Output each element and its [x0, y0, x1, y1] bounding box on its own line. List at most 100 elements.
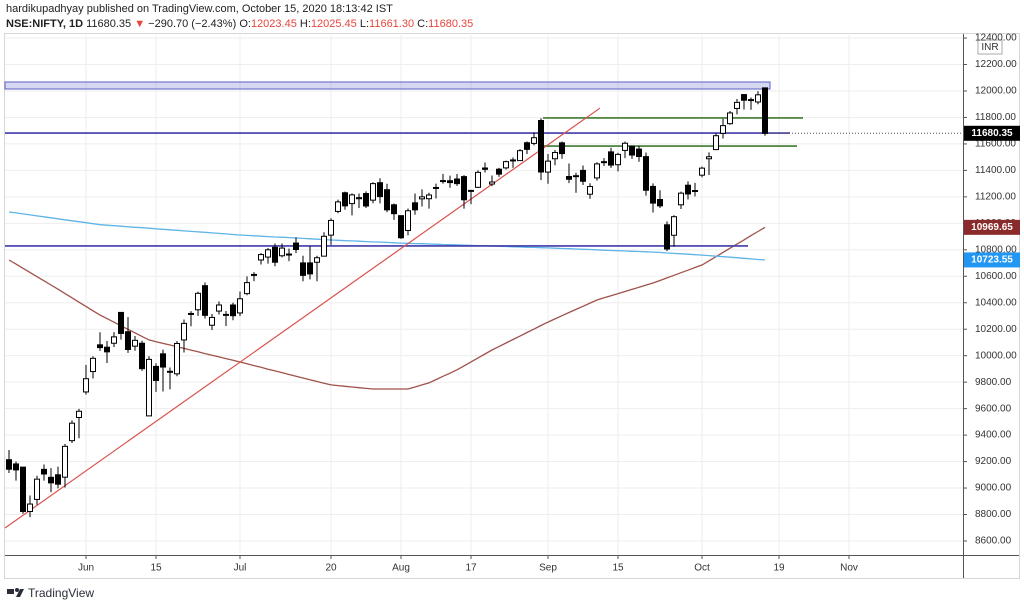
- candle-body: [279, 247, 285, 257]
- candle-body: [559, 142, 565, 155]
- l-value: 11661.30: [369, 18, 414, 30]
- candle-body: [139, 342, 145, 370]
- ma-tag-box: [964, 252, 1020, 268]
- change: −290.70 (−2.43%): [148, 18, 236, 30]
- x-tick-label: 15: [150, 563, 162, 574]
- candle-body: [377, 182, 383, 198]
- candle-body: [461, 176, 467, 201]
- candle-body: [41, 468, 47, 475]
- candle-body: [720, 125, 726, 134]
- candle-body: [426, 194, 432, 200]
- y-tick-label: 8600.00: [975, 536, 1012, 547]
- candle-body: [503, 161, 509, 169]
- y-tick-label: 11800.00: [975, 112, 1016, 123]
- candle-body: [6, 459, 12, 470]
- y-tick-label: 12400.00: [975, 33, 1017, 44]
- y-tick-label: 10600.00: [975, 271, 1017, 282]
- y-tick-label: 10800.00: [975, 244, 1017, 255]
- candle-body: [27, 503, 33, 512]
- publish-line: hardikupadhyay published on TradingView.…: [6, 3, 393, 15]
- candle-body: [370, 183, 376, 201]
- symbol: NSE:NIFTY, 1D: [6, 18, 83, 30]
- y-tick-label: 8800.00: [975, 509, 1012, 520]
- y-tick-label: 9000.00: [975, 483, 1012, 494]
- candle-body: [650, 185, 656, 204]
- c-value: 11680.35: [428, 18, 473, 30]
- candle-body: [636, 148, 642, 157]
- y-tick-label: 9200.00: [975, 456, 1012, 467]
- x-tick-label: Jul: [234, 563, 247, 574]
- y-tick-label: 12000.00: [975, 86, 1017, 97]
- axis-layer: 8600.00 8800.00 9000.00 9200.00 9400.00 9600.…: [78, 33, 1020, 574]
- candle-body: [545, 160, 551, 173]
- candle-body: [468, 189, 474, 192]
- candle-body: [237, 298, 243, 314]
- candle-body: [321, 235, 327, 257]
- ma-tag: 10969.65: [971, 222, 1013, 233]
- x-tick-label: Oct: [694, 563, 710, 574]
- y-tick-label: 10000.00: [975, 350, 1017, 361]
- currency: INR: [981, 42, 998, 53]
- candle-body: [657, 199, 663, 207]
- candle-body: [384, 189, 390, 211]
- y-tick-label: 11200.00: [975, 192, 1016, 203]
- o-value: 12023.45: [251, 18, 297, 30]
- candle-body: [76, 410, 82, 418]
- candle-body: [181, 322, 187, 341]
- candle-body: [55, 474, 61, 485]
- candle-body: [251, 273, 257, 276]
- logo-part: [15, 588, 19, 592]
- y-tick-label: 11400.00: [975, 165, 1016, 176]
- x-tick-label: 20: [325, 563, 337, 574]
- ma-layer: [8, 211, 766, 390]
- candle-body: [734, 101, 740, 109]
- trendline: [4, 107, 601, 529]
- candle-body: [342, 192, 348, 207]
- candle-body: [293, 242, 299, 251]
- candle-body: [587, 186, 593, 195]
- y-tick-label: 10200.00: [975, 324, 1017, 335]
- x-tick-label: Nov: [840, 563, 858, 574]
- candle-body: [272, 246, 278, 263]
- candle-body: [153, 365, 159, 381]
- candle-body: [517, 150, 523, 162]
- candle-body: [608, 151, 614, 166]
- y-tick-label: 12200.00: [975, 59, 1017, 70]
- moving-average: [8, 226, 766, 390]
- candle-body: [118, 311, 124, 334]
- candle-body: [552, 152, 558, 160]
- candle-body: [475, 171, 481, 188]
- ma-tag-box: [964, 219, 1020, 235]
- candle-body: [34, 478, 40, 500]
- candle-body: [216, 304, 222, 312]
- zone-layer: [4, 81, 771, 90]
- candle-body: [356, 197, 362, 200]
- candle-body: [13, 463, 19, 471]
- l-label: L:: [360, 18, 369, 30]
- candle-body: [566, 175, 572, 180]
- candle-body: [531, 137, 537, 144]
- candle-body: [195, 292, 201, 311]
- candle-body: [412, 202, 418, 211]
- candle-body: [62, 445, 68, 478]
- candle-body: [391, 204, 397, 215]
- h-value: 12025.45: [311, 18, 357, 30]
- candle-body: [615, 153, 621, 166]
- resistance-zone: [4, 81, 771, 90]
- x-tick-label: Aug: [392, 563, 410, 574]
- candle-body: [762, 87, 768, 134]
- x-tick-label: 17: [465, 563, 477, 574]
- candle-body: [664, 224, 670, 250]
- candle-body: [209, 316, 215, 326]
- y-tick-label: 11600.00: [975, 139, 1016, 150]
- candle-body: [111, 336, 117, 344]
- currency-box: [977, 39, 1003, 55]
- candle-body: [146, 358, 152, 417]
- candle-body: [202, 285, 208, 316]
- candle-body: [244, 282, 250, 295]
- candle-body: [398, 215, 404, 239]
- candle-body: [69, 422, 75, 442]
- candle-body: [678, 192, 684, 206]
- candle-body: [706, 156, 712, 160]
